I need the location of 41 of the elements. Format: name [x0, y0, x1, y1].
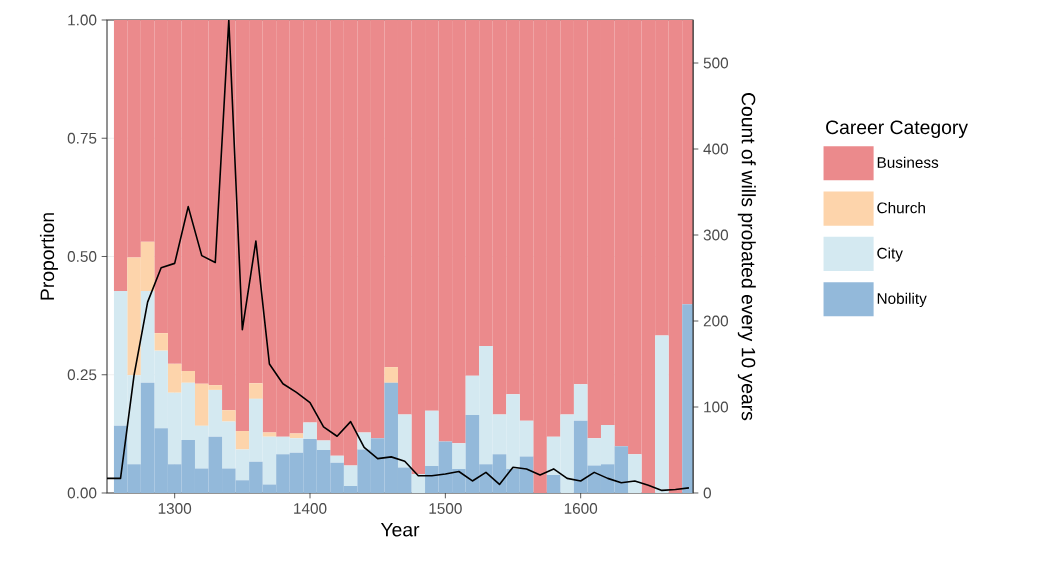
- bar: [411, 474, 426, 493]
- bar: [655, 335, 669, 493]
- y-tick-label: 0.75: [67, 132, 97, 144]
- x-tick-label: 1400: [294, 503, 327, 514]
- legend-title: Career Category: [826, 120, 968, 138]
- y2-tick-label: 400: [703, 143, 729, 155]
- y2-tick-label: 200: [703, 315, 729, 327]
- y-tick-label: 0.25: [67, 369, 97, 381]
- bar: [546, 475, 561, 493]
- legend-label: Nobility: [877, 292, 927, 308]
- y2-axis-title: Count of wills probated every 10 years: [737, 93, 756, 421]
- bar: [397, 414, 412, 468]
- line-series: [107, 20, 690, 492]
- x-tick-label: 1600: [564, 503, 598, 514]
- bar: [330, 455, 344, 463]
- y2-tick-label: 0: [703, 487, 711, 499]
- bar: [154, 333, 168, 351]
- bar: [289, 433, 304, 439]
- bar: [262, 432, 277, 437]
- bar: [343, 465, 358, 486]
- bar: [316, 440, 331, 450]
- y2-tick-label: 100: [704, 401, 729, 413]
- y-tick-label: 0.00: [67, 487, 97, 499]
- bar: [249, 383, 263, 399]
- bar: [235, 431, 250, 450]
- y-tick-label: 0.50: [67, 251, 97, 262]
- legend-label: Business: [877, 156, 939, 168]
- x-tick-label: 1500: [429, 503, 462, 514]
- bar: [425, 410, 439, 467]
- legend-label: City: [877, 247, 903, 262]
- bar: [628, 454, 642, 493]
- y2-tick-label: 300: [703, 229, 729, 241]
- legend-label: Church: [877, 202, 925, 214]
- bar: [452, 443, 466, 469]
- y-tick-label: 1.00: [68, 14, 97, 26]
- x-axis-title: Year: [380, 523, 420, 537]
- bar: [384, 367, 398, 383]
- y-axis-title: Proportion: [39, 213, 58, 300]
- y2-tick-label: 500: [703, 57, 729, 69]
- bar: [222, 410, 236, 422]
- x-tick-label: 1300: [158, 503, 192, 514]
